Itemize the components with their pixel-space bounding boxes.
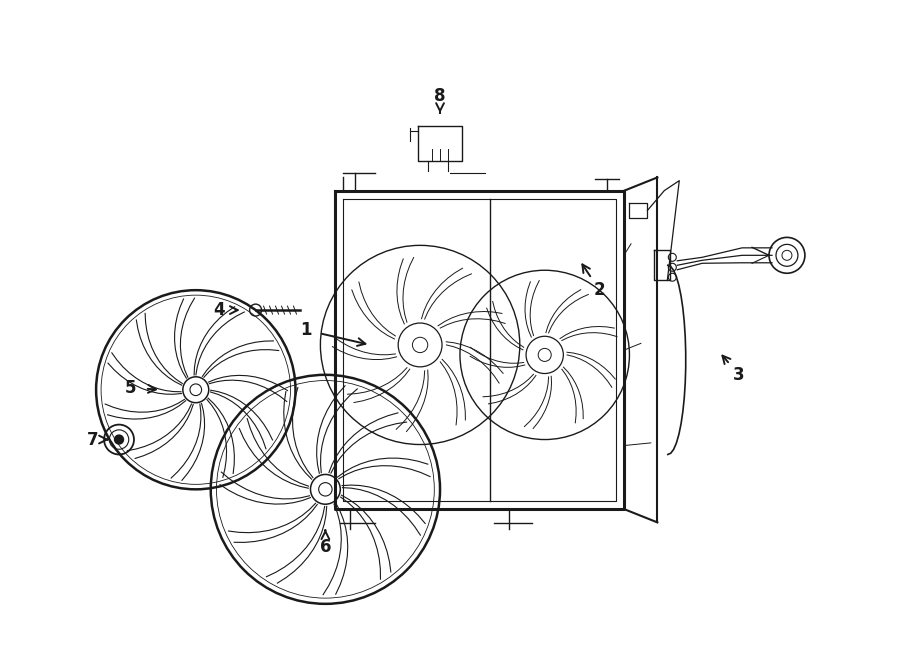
Text: 3: 3 [734, 366, 745, 384]
Text: 5: 5 [125, 379, 137, 397]
Circle shape [114, 435, 123, 444]
Text: 1: 1 [300, 321, 311, 339]
Text: 2: 2 [594, 281, 606, 299]
Text: 8: 8 [435, 87, 446, 105]
Text: 6: 6 [320, 538, 331, 556]
Text: 4: 4 [213, 301, 224, 319]
Text: 7: 7 [87, 430, 99, 449]
